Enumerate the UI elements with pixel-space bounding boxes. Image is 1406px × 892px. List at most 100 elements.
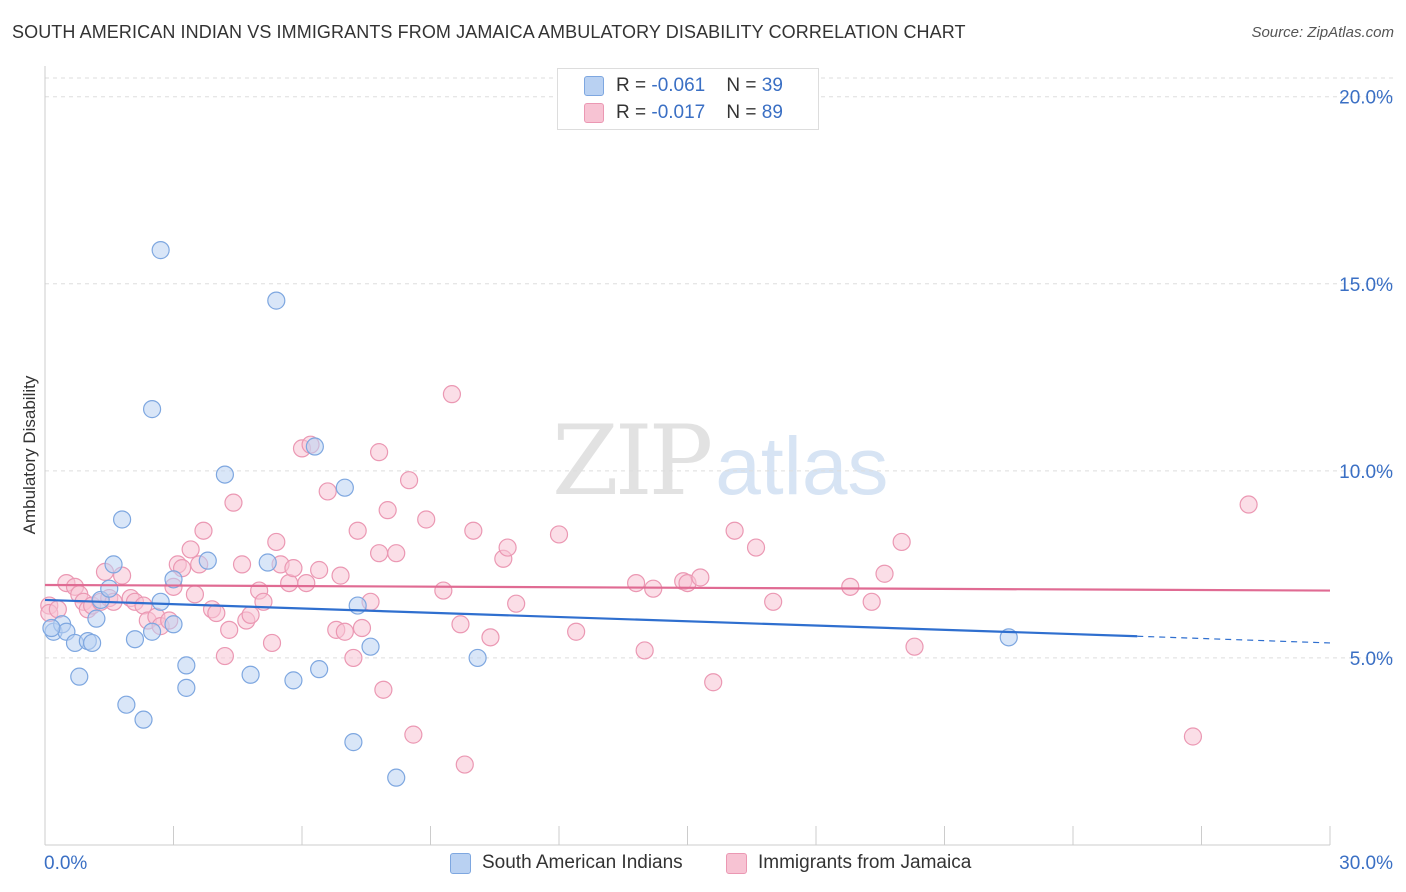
- point-immigrants-from-jamaica-62: [404, 725, 423, 744]
- point-south-american-indians-35: [387, 768, 406, 787]
- y-tick-label-10: 10.0%: [1339, 462, 1393, 483]
- point-immigrants-from-jamaica-31: [220, 620, 239, 639]
- point-immigrants-from-jamaica-63: [434, 581, 453, 600]
- point-south-american-indians-38: [42, 618, 61, 638]
- legend-r-value-1: -0.061: [651, 75, 706, 96]
- point-south-american-indians-20: [164, 615, 183, 634]
- point-immigrants-from-jamaica-29: [207, 603, 226, 623]
- legend-r-label-2: R =: [616, 102, 652, 123]
- point-immigrants-from-jamaica-90: [1239, 495, 1258, 514]
- point-immigrants-from-jamaica-27: [194, 521, 213, 540]
- point-south-american-indians-27: [267, 291, 286, 310]
- point-south-american-indians-13: [125, 630, 145, 649]
- x-tick-label-max: 30.0%: [1339, 853, 1393, 874]
- point-immigrants-from-jamaica-83: [764, 592, 783, 611]
- point-immigrants-from-jamaica-81: [725, 521, 744, 540]
- point-south-american-indians-6: [83, 633, 102, 653]
- point-immigrants-from-jamaica-71: [507, 594, 526, 613]
- trend-line-immigrants-from-jamaica: [44, 583, 1331, 592]
- point-south-american-indians-25: [241, 665, 260, 684]
- legend-r-label-1: R =: [616, 75, 652, 96]
- point-south-american-indians-36: [468, 648, 487, 668]
- point-immigrants-from-jamaica-68: [481, 628, 500, 647]
- bottom-legend-swatch-pink: [726, 853, 747, 874]
- y-axis-label: Ambulatory Disability: [20, 375, 39, 534]
- point-immigrants-from-jamaica-38: [262, 633, 282, 653]
- point-south-american-indians-14: [134, 710, 153, 729]
- legend-text-1: R = -0.061 N = 39: [616, 75, 783, 97]
- point-south-american-indians-16: [142, 400, 162, 419]
- source-label: Source: ZipAtlas.com: [1251, 24, 1394, 41]
- point-immigrants-from-jamaica-55: [370, 443, 389, 462]
- point-immigrants-from-jamaica-73: [567, 622, 586, 641]
- point-immigrants-from-jamaica-30: [215, 646, 234, 666]
- legend-r-value-2: -0.017: [651, 102, 706, 123]
- bottom-legend-swatch-blue: [450, 853, 471, 874]
- point-south-american-indians-24: [215, 465, 234, 484]
- point-south-american-indians-34: [361, 637, 380, 656]
- point-south-american-indians-17: [151, 241, 170, 260]
- watermark: ZIPatlas: [552, 405, 888, 517]
- point-immigrants-from-jamaica-59: [387, 544, 406, 563]
- y-tick-label-20: 20.0%: [1339, 88, 1393, 109]
- point-south-american-indians-28: [284, 671, 303, 690]
- point-south-american-indians-12: [117, 695, 136, 714]
- point-immigrants-from-jamaica-72: [549, 525, 569, 544]
- point-immigrants-from-jamaica-57: [374, 680, 393, 699]
- correlation-legend: R = -0.061 N = 39 R = -0.017 N = 89: [557, 68, 819, 130]
- point-immigrants-from-jamaica-25: [185, 585, 205, 604]
- legend-swatch-pink: [584, 103, 604, 123]
- point-south-american-indians-9: [100, 579, 119, 598]
- point-immigrants-from-jamaica-64: [442, 385, 462, 404]
- point-immigrants-from-jamaica-56: [370, 544, 389, 563]
- point-immigrants-from-jamaica-61: [417, 510, 436, 529]
- point-immigrants-from-jamaica-80: [704, 673, 723, 692]
- legend-n-value-2: 89: [761, 102, 783, 123]
- point-immigrants-from-jamaica-2: [48, 600, 67, 619]
- point-immigrants-from-jamaica-65: [451, 615, 470, 634]
- point-immigrants-from-jamaica-86: [875, 564, 894, 583]
- chart-title: SOUTH AMERICAN INDIAN VS IMMIGRANTS FROM…: [12, 22, 966, 42]
- point-south-american-indians-30: [310, 660, 329, 679]
- point-immigrants-from-jamaica-50: [335, 622, 354, 641]
- point-immigrants-from-jamaica-24: [181, 540, 200, 559]
- watermark-atlas: atlas: [715, 421, 889, 512]
- point-immigrants-from-jamaica-52: [348, 521, 367, 540]
- point-immigrants-from-jamaica-88: [905, 637, 924, 656]
- point-immigrants-from-jamaica-67: [464, 521, 483, 540]
- y-tick-label-15: 15.0%: [1339, 275, 1393, 296]
- point-immigrants-from-jamaica-51: [344, 648, 363, 668]
- point-immigrants-from-jamaica-89: [1183, 727, 1203, 746]
- y-tick-label-5: 5.0%: [1350, 649, 1393, 670]
- point-immigrants-from-jamaica-60: [399, 471, 419, 490]
- point-south-american-indians-22: [177, 656, 196, 675]
- point-immigrants-from-jamaica-42: [284, 559, 303, 578]
- point-immigrants-from-jamaica-70: [498, 538, 517, 557]
- point-immigrants-from-jamaica-32: [224, 493, 243, 512]
- point-immigrants-from-jamaica-66: [455, 755, 474, 774]
- point-south-american-indians-15: [142, 622, 162, 641]
- point-immigrants-from-jamaica-43: [297, 573, 316, 593]
- point-immigrants-from-jamaica-85: [862, 592, 881, 611]
- point-immigrants-from-jamaica-79: [691, 568, 710, 587]
- legend-n-label-2: N =: [726, 102, 762, 123]
- legend-text-2: R = -0.017 N = 89: [616, 102, 783, 124]
- point-south-american-indians-7: [87, 609, 106, 628]
- watermark-zip: ZIP: [552, 405, 713, 517]
- point-south-american-indians-23: [198, 551, 217, 570]
- point-south-american-indians-31: [335, 478, 354, 497]
- point-immigrants-from-jamaica-82: [746, 538, 766, 557]
- point-south-american-indians-4: [70, 667, 89, 686]
- trend-line-extension-south-american-indians: [1137, 635, 1331, 644]
- point-south-american-indians-10: [104, 555, 123, 574]
- bottom-legend-label-2: Immigrants from Jamaica: [758, 852, 972, 873]
- point-south-american-indians-29: [305, 437, 324, 456]
- point-immigrants-from-jamaica-84: [841, 577, 860, 596]
- point-immigrants-from-jamaica-46: [310, 560, 329, 580]
- point-immigrants-from-jamaica-41: [280, 573, 299, 593]
- point-south-american-indians-21: [177, 678, 196, 697]
- legend-n-label-1: N =: [726, 75, 762, 96]
- bottom-legend-label-1: South American Indians: [482, 852, 683, 873]
- trend-line-south-american-indians: [44, 598, 1138, 638]
